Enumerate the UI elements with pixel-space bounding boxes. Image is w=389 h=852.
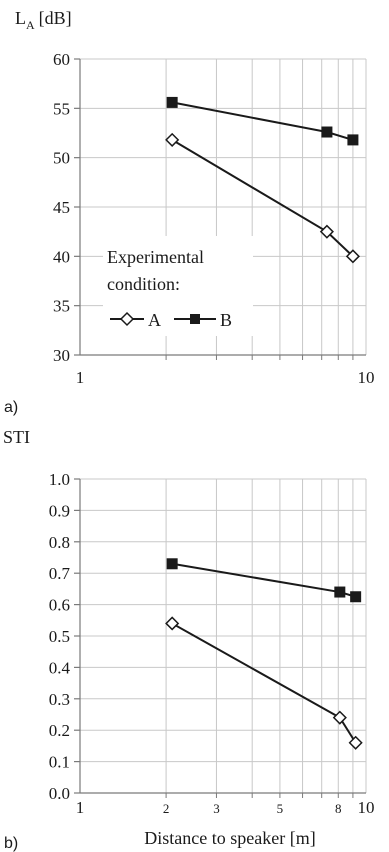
y-tick-label: 30 [53, 346, 70, 365]
legend-title-line2: condition: [107, 274, 180, 294]
series-a-point [319, 224, 334, 239]
panel-a-series [165, 96, 360, 264]
panel-a-y-ticks: 30 35 40 45 50 55 60 [53, 50, 80, 365]
panel-b-xlabel: Distance to speaker [m] [144, 828, 315, 848]
panel-a: a) LA [dB] 30 35 40 45 50 55 60 1 10 Experimenta… [4, 8, 375, 416]
y-tick-label: 0.0 [49, 784, 70, 803]
y-tick-label: 0.8 [49, 533, 70, 552]
panel-b-ylabel: STI [3, 427, 30, 447]
y-tick-label: 0.1 [49, 753, 70, 772]
series-b-point [166, 96, 178, 108]
panel-a-label: a) [4, 399, 18, 416]
series-b-line [171, 562, 356, 598]
legend-a-label: A [148, 310, 161, 330]
series-b-point [321, 126, 333, 138]
series-b-point [334, 586, 346, 598]
y-tick-label: 0.7 [49, 564, 71, 583]
y-tick-label: 35 [53, 297, 70, 316]
legend-b-marker [190, 314, 200, 324]
x-tick-label: 2 [163, 801, 170, 816]
y-tick-label: 0.5 [49, 627, 70, 646]
series-a-point [332, 710, 347, 725]
legend-a-marker [119, 311, 135, 327]
x-tick-label: 5 [277, 801, 284, 816]
y-tick-label: 0.3 [49, 690, 70, 709]
series-a-point [165, 132, 180, 147]
y-tick-label: 50 [53, 149, 70, 168]
x-tick-label: 1 [76, 368, 85, 387]
legend-title-line1: Experimental [107, 247, 204, 267]
x-tick-label: 10 [358, 368, 375, 387]
y-tick-label: 0.4 [49, 658, 71, 677]
series-a-line [171, 622, 357, 744]
panel-b-label: b) [4, 835, 18, 852]
legend-b-label: B [220, 310, 232, 330]
x-tick-label: 3 [213, 801, 220, 816]
series-a-point [165, 616, 180, 631]
series-a-point [345, 249, 360, 264]
panel-b-grid [79, 478, 367, 794]
y-tick-label: 1.0 [49, 470, 70, 489]
y-tick-label: 0.6 [49, 596, 70, 615]
panel-a-ylabel: LA [dB] [15, 8, 72, 32]
series-b-point [166, 558, 178, 570]
panel-b-series [165, 558, 363, 750]
panel-a-x-ticks: 1 10 [76, 355, 375, 387]
panel-b-y-ticks: 0.0 0.1 0.2 0.3 0.4 0.5 0.6 0.7 0.8 0.9 1.0 [49, 470, 80, 803]
series-a-point [348, 735, 363, 750]
panel-b: STI b) 0.0 0.1 0.2 0.3 0.4 0.5 0.6 0.7 0.8 0.9 1.0… [3, 427, 375, 852]
y-tick-label: 45 [53, 198, 70, 217]
y-tick-label: 55 [53, 99, 70, 118]
series-b-point [350, 591, 362, 603]
panel-b-x-ticks: 1 2 3 5 8 10 [76, 793, 375, 817]
y-tick-label: 0.9 [49, 501, 70, 520]
x-tick-label: 8 [335, 801, 342, 816]
x-tick-label: 10 [358, 798, 375, 817]
x-tick-label: 1 [76, 798, 85, 817]
y-tick-label: 0.2 [49, 721, 70, 740]
y-tick-label: 40 [53, 247, 70, 266]
legend: Experimental condition: A B [103, 236, 253, 336]
y-tick-label: 60 [53, 50, 70, 69]
series-b-point [347, 134, 359, 146]
